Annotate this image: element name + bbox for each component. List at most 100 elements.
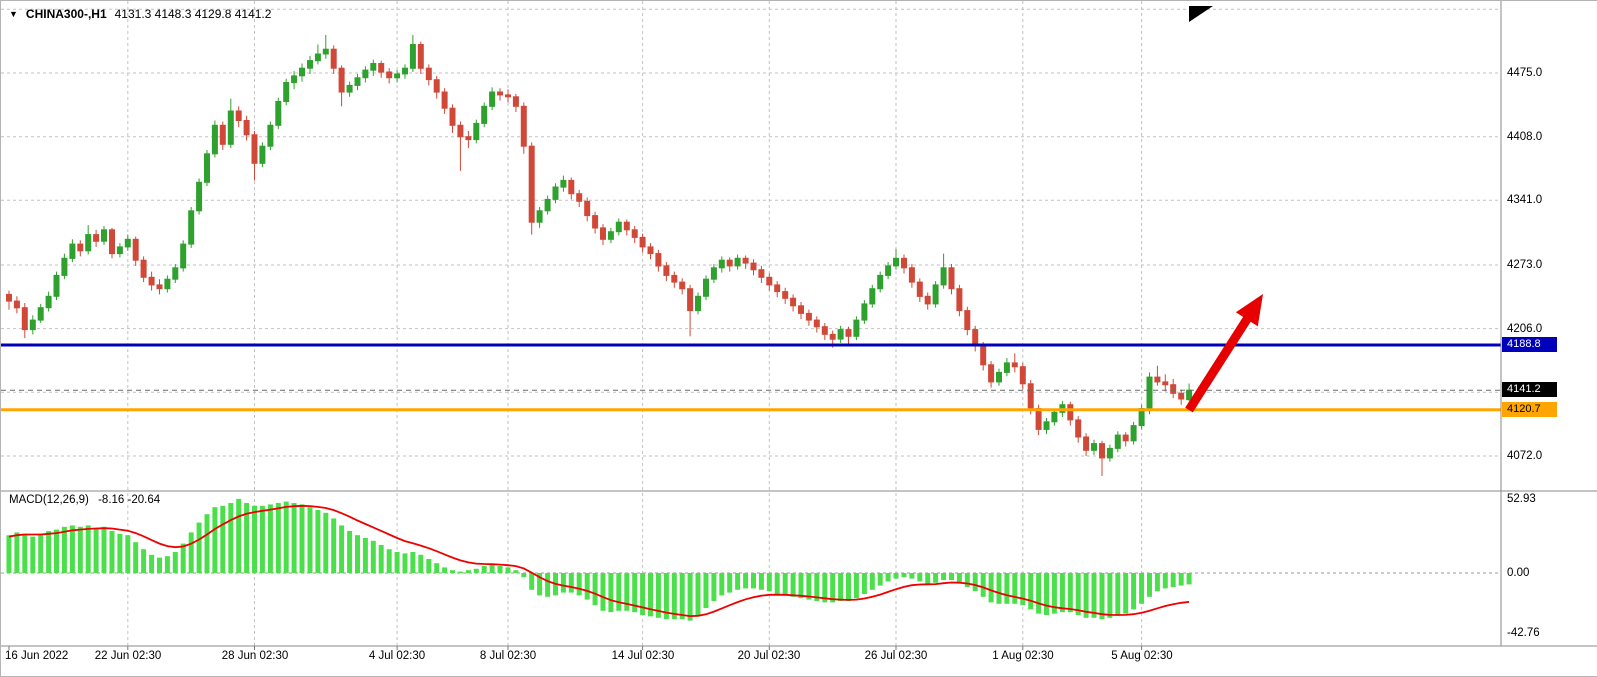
macd-histogram-bar xyxy=(378,545,384,573)
candle-body xyxy=(164,278,171,290)
price-axis-label: 4475.0 xyxy=(1507,67,1543,79)
macd-histogram-bar xyxy=(1020,573,1026,606)
macd-histogram-bar xyxy=(386,549,392,573)
candle-body xyxy=(505,94,511,98)
macd-signal-line xyxy=(8,504,1190,618)
candle-body xyxy=(631,229,638,238)
candle-body xyxy=(481,105,488,124)
macd-histogram-bar xyxy=(93,528,99,573)
macd-histogram-bar xyxy=(1036,573,1042,614)
candle-body xyxy=(829,333,836,340)
price-scale[interactable]: 4475.0 4408.0 4341.0 4273.0 4206.0 4072.0 52.9… xyxy=(1502,1,1597,646)
candle-body xyxy=(520,105,527,147)
macd-histogram-bar xyxy=(584,573,590,600)
trend-arrow[interactable] xyxy=(1185,294,1263,413)
macd-histogram-bar xyxy=(252,505,257,573)
macd-histogram-bar xyxy=(450,570,455,573)
macd-histogram-bar xyxy=(949,573,954,580)
macd-histogram-bar xyxy=(853,573,859,599)
chart-shift-marker-icon[interactable] xyxy=(1189,6,1213,22)
macd-histogram-bar xyxy=(394,552,400,573)
macd-histogram-bar xyxy=(1012,573,1018,604)
candle-body xyxy=(932,284,939,305)
macd-histogram-bar xyxy=(164,556,170,573)
macd-histogram-bar xyxy=(339,525,345,573)
macd-histogram-bar xyxy=(616,573,622,611)
candle-body xyxy=(251,134,258,164)
macd-histogram-bar xyxy=(822,573,828,603)
candle-body xyxy=(766,276,773,286)
macd-histogram-bar xyxy=(180,543,186,573)
candle-body xyxy=(552,186,559,200)
candle-body xyxy=(695,295,701,312)
macd-histogram-bar xyxy=(418,554,424,573)
macd-histogram-bar xyxy=(275,503,281,573)
candle-body xyxy=(275,101,282,126)
candle-body xyxy=(156,284,163,290)
macd-histogram-bar xyxy=(766,573,772,592)
macd-histogram-bar xyxy=(1147,573,1152,597)
macd-histogram-bar xyxy=(291,503,297,573)
price-axis-label: 4206.0 xyxy=(1507,323,1543,335)
candle-body xyxy=(6,293,12,302)
candle-body xyxy=(1130,425,1137,442)
candle-body xyxy=(338,67,345,93)
candle-body xyxy=(584,200,591,217)
macd-histogram-bar xyxy=(38,533,44,573)
macd-histogram-bar xyxy=(133,542,139,573)
candle-body xyxy=(1043,421,1050,430)
candle-body xyxy=(109,229,115,255)
macd-histogram-bar xyxy=(370,540,376,573)
macd-histogram-bar xyxy=(1059,573,1065,613)
candle-body xyxy=(172,267,179,280)
macd-histogram-bar xyxy=(1131,573,1137,610)
macd-histogram-bar xyxy=(1004,573,1010,604)
macd-axis-label: 0.00 xyxy=(1507,567,1530,579)
candle-body xyxy=(964,310,971,331)
candle-body xyxy=(330,48,337,69)
macd-histogram-bar xyxy=(774,573,780,594)
macd-histogram-bar xyxy=(687,573,693,621)
symbol-name: CHINA300-,H1 xyxy=(25,7,107,21)
macd-histogram-bar xyxy=(735,573,741,590)
macd-histogram-bar xyxy=(410,552,416,573)
symbol-dropdown-icon[interactable]: ▼ xyxy=(9,9,18,19)
candle-body xyxy=(417,44,424,69)
candle-body xyxy=(1019,366,1026,385)
candle-body xyxy=(148,276,155,286)
chart-title: ▼ CHINA300-,H1 4131.3 4148.3 4129.8 4141… xyxy=(9,7,271,21)
macd-indicator-label: MACD(12,26,9) xyxy=(9,494,89,506)
macd-histogram-bar xyxy=(933,573,939,583)
macd-histogram-bar xyxy=(457,571,463,573)
macd-histogram-bar xyxy=(537,573,543,596)
time-scale[interactable]: 16 Jun 2022 22 Jun 02:30 28 Jun 02:30 4 Jul… xyxy=(1,646,1597,676)
candle-body xyxy=(449,107,456,126)
candle-body xyxy=(607,231,614,240)
macd-histogram-bar xyxy=(624,573,630,611)
macd-histogram-bar xyxy=(442,567,448,573)
candle-body xyxy=(671,274,678,283)
candle-body xyxy=(1106,447,1113,459)
candle-body xyxy=(1154,376,1161,383)
candle-body xyxy=(362,69,369,79)
price-axis-label: 4072.0 xyxy=(1507,450,1543,462)
candle-body xyxy=(940,267,947,286)
macd-histogram-bar xyxy=(481,566,487,573)
candle-body xyxy=(29,319,36,331)
macd-histogram-bar xyxy=(758,573,764,590)
macd-histogram-bar xyxy=(30,536,36,573)
candle-body xyxy=(512,96,519,107)
candle-body xyxy=(425,67,432,81)
macd-histogram-bar xyxy=(259,505,265,573)
macd-histogram-bar xyxy=(46,531,52,573)
macd-histogram-bar xyxy=(568,573,574,593)
macd-histogram-bar xyxy=(299,504,305,573)
macd-histogram-bar xyxy=(125,535,131,573)
candle-body xyxy=(322,48,329,55)
macd-axis-label: -42.76 xyxy=(1507,627,1540,639)
macd-histogram-bar xyxy=(204,514,210,573)
candle-body xyxy=(259,145,266,164)
macd-histogram-bar xyxy=(149,554,155,573)
candle-body xyxy=(291,75,298,84)
